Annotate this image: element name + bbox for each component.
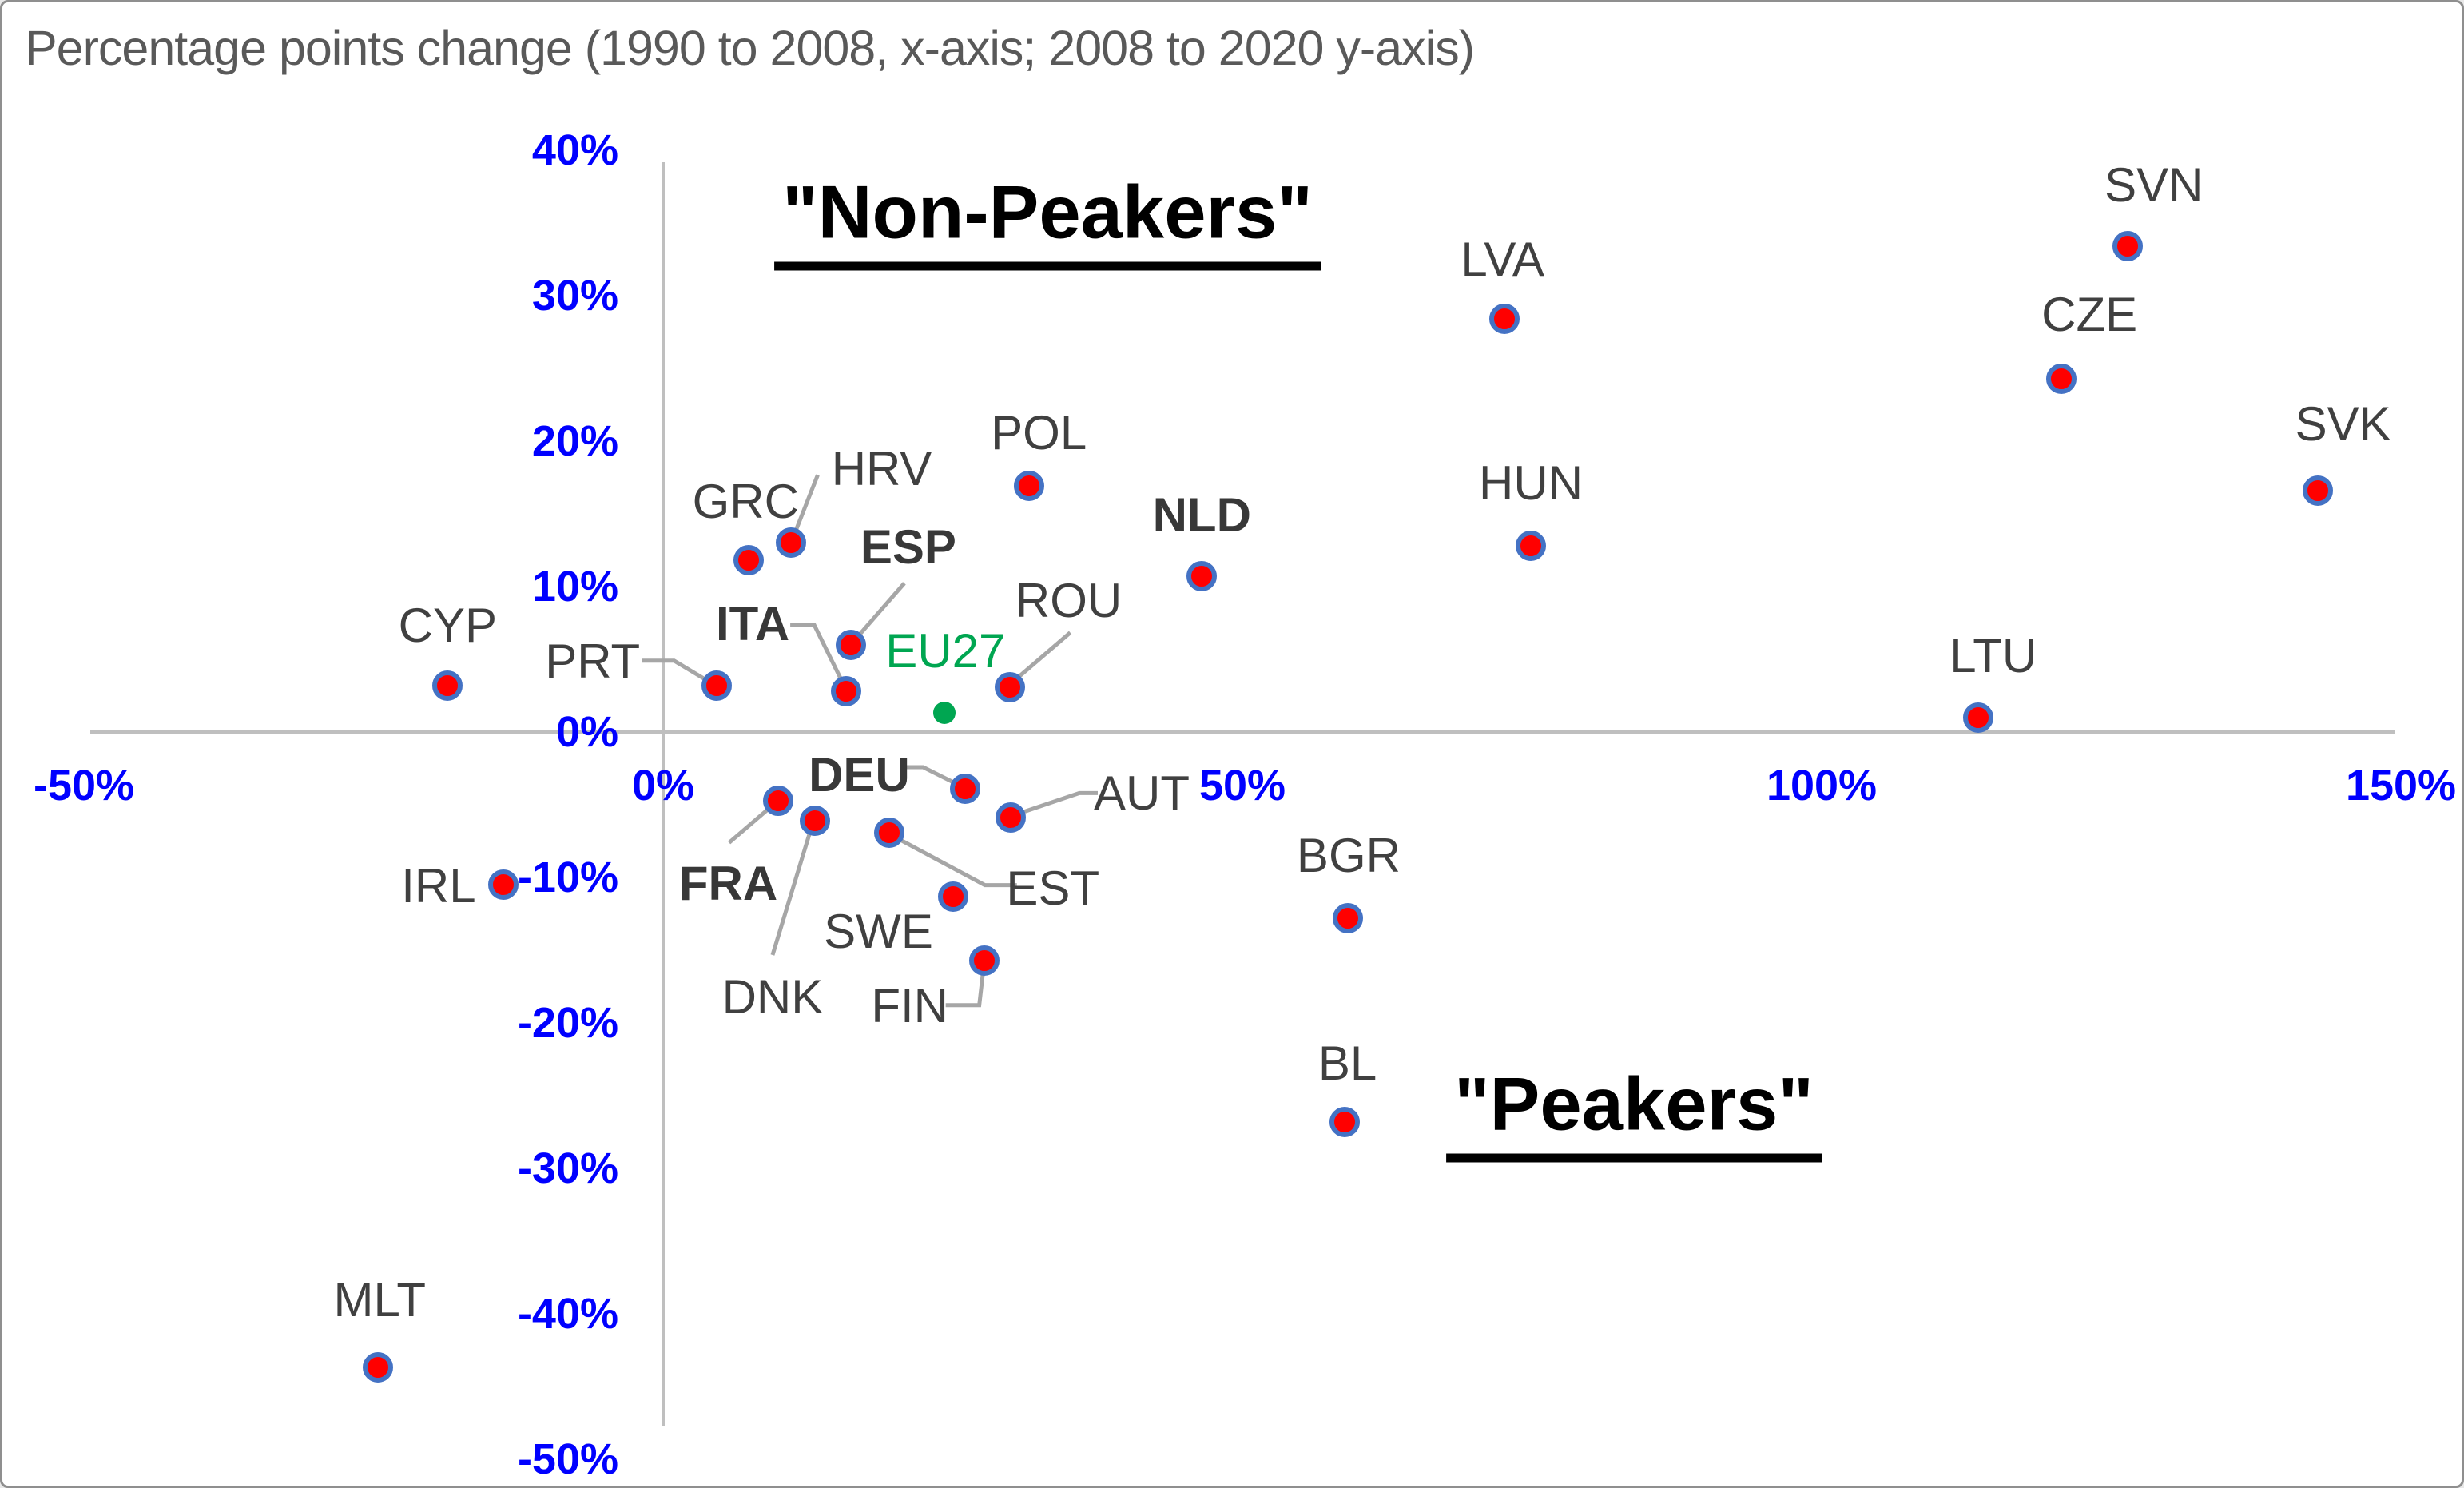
data-point-SWE [937,881,968,912]
leader-line-ROU [1011,631,1072,683]
point-label-FIN: FIN [871,978,948,1032]
data-point-EST [873,817,904,848]
data-point-POL [1014,471,1045,502]
point-label-NLD: NLD [1152,488,1251,543]
data-point-ESP [835,629,866,660]
leader-line-EST [891,834,1017,888]
data-point-IRL [487,869,519,901]
data-point-SVK [2302,475,2333,506]
x-tick-label-50%: 50% [1198,762,1286,810]
y-tick-label--20%: -20% [517,999,618,1047]
point-label-POL: POL [991,406,1087,460]
y-tick-label--40%: -40% [517,1290,618,1338]
leader-line-HRV [792,474,820,537]
leader-line-FIN [945,963,987,1008]
annotation-peakers: "Peakers" [1446,1061,1822,1163]
point-label-EU27: EU27 [885,624,1006,678]
point-label-HUN: HUN [1479,456,1584,511]
data-point-GRC [733,545,765,576]
data-point-HRV [775,527,806,559]
data-point-LVA [1488,304,1520,335]
y-tick-label-30%: 30% [531,272,618,320]
data-point-BGR [1332,902,1363,933]
data-point-CYP [432,670,463,701]
x-tick-label-150%: 150% [2345,762,2457,810]
data-point-CZE [2046,363,2077,394]
point-label-DEU: DEU [809,747,910,802]
data-point-FRA [762,785,793,816]
y-tick-label--50%: -50% [517,1435,618,1483]
data-point-DNK [799,806,830,837]
x-tick-label-100%: 100% [1766,762,1878,810]
data-point-SVN [2112,231,2143,262]
data-point-DEU [950,773,981,804]
data-point-HUN [1516,531,1547,562]
point-label-SVN: SVN [2104,158,2204,213]
point-label-ESP: ESP [860,519,956,574]
leader-line-DNK [770,823,815,956]
point-label-BGR: BGR [1296,828,1401,882]
leader-line-PRT [642,658,711,684]
data-point-ITA [831,676,862,707]
annotation-non-peakers: "Non-Peakers" [774,169,1321,271]
data-point-ROU [994,671,1025,702]
data-point-LTU [1962,702,1993,733]
point-label-DNK: DNK [721,970,824,1024]
point-label-IRL: IRL [401,859,476,913]
y-tick-label--30%: -30% [517,1144,618,1192]
point-label-SWE: SWE [824,904,933,958]
point-label-MLT: MLT [333,1273,427,1327]
leader-line-DEU [903,765,964,790]
point-label-SVK: SVK [2295,396,2391,451]
point-label-PRT: PRT [545,634,641,688]
data-point-NLD [1186,561,1218,592]
data-point-EU27 [933,702,956,725]
data-point-FIN [968,945,1000,976]
y-tick-label-10%: 10% [531,563,618,611]
point-label-GRC: GRC [692,475,799,529]
y-tick-label-40%: 40% [531,126,618,174]
point-label-BL: BL [1317,1036,1377,1090]
point-label-LVA: LVA [1461,233,1544,287]
data-point-AUT [996,802,1026,834]
leader-line-ESP [853,582,906,642]
y-tick-label-0%: 0% [555,708,618,756]
y-tick-label-20%: 20% [531,417,618,465]
chart-title: Percentage points change (1990 to 2008, … [25,21,1475,75]
leader-line-ITA [790,623,847,688]
point-label-AUT: AUT [1094,766,1190,821]
point-label-EST: EST [1006,861,1100,915]
point-label-CZE: CZE [2041,287,2138,341]
data-point-MLT [363,1352,394,1383]
x-tick-label--50%: -50% [33,762,135,810]
y-tick-label--10%: -10% [517,853,618,901]
point-label-ROU: ROU [1015,573,1123,627]
point-label-LTU: LTU [1949,628,2037,682]
data-point-PRT [701,670,732,701]
point-label-FRA: FRA [678,856,778,910]
data-point-BL [1329,1106,1360,1137]
leader-line-AUT [1012,790,1098,818]
point-label-CYP: CYP [398,598,497,652]
x-tick-label-0%: 0% [631,762,695,810]
point-label-HRV: HRV [831,442,932,496]
point-label-ITA: ITA [715,597,790,651]
